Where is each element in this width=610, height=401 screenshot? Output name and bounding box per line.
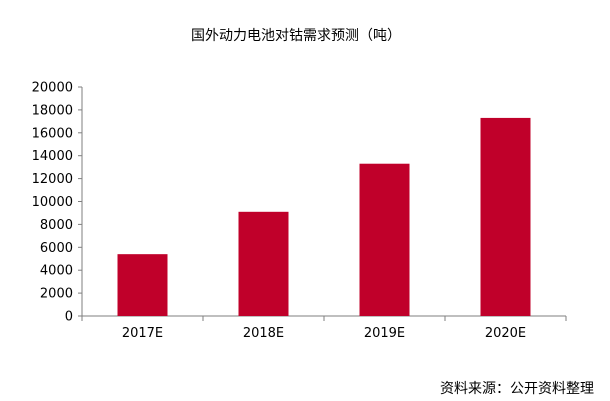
bar <box>359 163 410 316</box>
y-tick-label: 0 <box>65 310 73 325</box>
y-tick-label: 12000 <box>32 172 73 187</box>
bar <box>238 211 289 316</box>
x-tick-label: 2018E <box>243 326 284 341</box>
y-tick-label: 6000 <box>40 241 73 256</box>
bars <box>117 117 531 316</box>
x-tick-label: 2020E <box>485 326 526 341</box>
y-tick-label: 10000 <box>32 195 73 210</box>
y-tick-label: 8000 <box>40 218 73 233</box>
axes: 0 2000 4000 6000 8000 10000 12000 14000 16000 180… <box>32 81 567 341</box>
y-tick-label: 20000 <box>32 81 73 96</box>
y-tick-label: 14000 <box>32 149 73 164</box>
y-tick-label: 4000 <box>40 264 73 279</box>
x-tick-label: 2017E <box>122 326 163 341</box>
x-tick-label: 2019E <box>364 326 405 341</box>
y-tick-label: 2000 <box>40 287 73 302</box>
bar <box>117 254 168 316</box>
source-note: 资料来源：公开资料整理 <box>440 381 594 397</box>
bar <box>480 117 531 316</box>
y-tick-label: 16000 <box>32 126 73 141</box>
y-tick-label: 18000 <box>32 103 73 118</box>
chart-title: 国外动力电池对钴需求预测（吨） <box>191 28 401 44</box>
